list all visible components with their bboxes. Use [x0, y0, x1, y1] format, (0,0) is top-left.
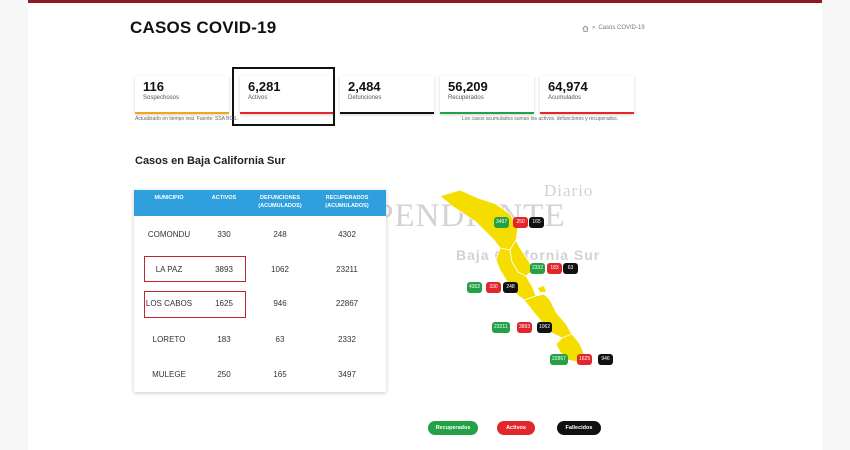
cell-activos: 250: [217, 370, 231, 379]
stat-card-sospechosos: 116 Sospechosos: [135, 76, 229, 114]
cell-recuperados: 23211: [336, 265, 358, 274]
stat-card-acumulados: 64,974 Acumulados: [540, 76, 634, 114]
stat-color-bar: [135, 112, 229, 114]
stat-color-bar: [440, 112, 534, 114]
map-label-activos: 330: [486, 282, 501, 293]
map-label-recuperados: 2332: [530, 263, 546, 274]
col-header-recuperados: RECUPERADOS (ACUMULADOS): [325, 195, 369, 209]
la-paz-highlight-box: [144, 256, 246, 282]
stat-label: Activos: [248, 95, 268, 101]
map-label-fallecidos: 165: [529, 217, 544, 228]
watermark-subtitle: Baja California Sur: [456, 247, 601, 263]
activos-highlight-box: [232, 67, 335, 126]
col-header-activos: ACTIVOS: [211, 195, 237, 201]
stat-card-defunciones: 2,484 Defunciones: [340, 76, 434, 114]
cell-recuperados: 4302: [338, 230, 356, 239]
stat-label: Sospechosos: [143, 95, 180, 101]
map-label-activos: 183: [547, 263, 562, 274]
map-region-la-paz: [523, 293, 573, 339]
cell-municipio: LOS CABOS: [145, 299, 193, 308]
stat-color-bar: [340, 112, 434, 114]
section-title: Casos en Baja California Sur: [135, 155, 286, 167]
update-note: Actualizado en tiempo real. Fuente: SSA …: [135, 116, 238, 122]
map-label-fallecidos: 248: [503, 282, 518, 293]
legend-recuperados: Recuperados: [428, 421, 478, 435]
map-label-recuperados: 23211: [492, 322, 510, 333]
stat-value: 116: [143, 79, 164, 94]
watermark-diario: Diario: [544, 181, 594, 200]
page-header: [28, 0, 822, 40]
cell-municipio: MULEGE: [152, 370, 186, 379]
breadcrumb: » Casos COVID-19: [582, 25, 645, 32]
breadcrumb-separator: »: [592, 25, 596, 31]
home-icon[interactable]: [582, 25, 589, 32]
map-label-fallecidos: 946: [598, 354, 613, 365]
cell-municipio: COMONDU: [147, 230, 191, 239]
map-label-recuperados: 4302: [467, 282, 483, 293]
col-header-defunciones: DEFUNCIONES (ACUMULADOS): [258, 195, 302, 209]
stat-label: Acumulados: [548, 95, 582, 101]
cell-activos: 3893: [215, 265, 233, 274]
cell-defunciones: 1062: [271, 265, 289, 274]
cell-activos: 183: [217, 335, 231, 344]
stat-color-bar: [540, 112, 634, 114]
page-title: CASOS COVID-19: [130, 18, 277, 37]
stat-value: 6,281: [248, 79, 281, 94]
stat-value: 64,974: [548, 79, 588, 94]
breadcrumb-current[interactable]: Casos COVID-19: [598, 25, 645, 31]
cell-defunciones: 165: [273, 370, 287, 379]
stat-color-bar: [240, 112, 334, 114]
cell-defunciones: 946: [273, 299, 287, 308]
stat-label: Defunciones: [348, 95, 382, 101]
map-label-fallecidos: 63: [563, 263, 578, 274]
stat-value: 56,209: [448, 79, 488, 94]
map-label-activos: 3893: [517, 322, 533, 333]
map-label-recuperados: 22867: [550, 354, 568, 365]
cell-recuperados: 2332: [338, 335, 356, 344]
map-label-activos: 250: [513, 217, 528, 228]
cell-activos: 330: [217, 230, 231, 239]
cell-municipio: LA PAZ: [155, 265, 183, 274]
map-label-activos: 1625: [577, 354, 593, 365]
legend-fallecidos: Fallecidos: [557, 421, 601, 435]
cell-municipio: LORETO: [152, 335, 186, 344]
top-accent-bar: [28, 0, 822, 3]
cell-recuperados: 3497: [338, 370, 356, 379]
map-region-islands: [538, 286, 546, 292]
los-cabos-highlight-box: [144, 291, 246, 318]
stat-card-activos: 6,281 Activos: [240, 76, 334, 114]
map-label-fallecidos: 1062: [537, 322, 553, 333]
col-header-municipio: MUNICIPIO: [154, 195, 184, 201]
cell-defunciones: 248: [273, 230, 287, 239]
stat-value: 2,484: [348, 79, 381, 94]
cell-recuperados: 22867: [335, 299, 359, 308]
cell-activos: 1625: [215, 299, 233, 308]
stat-card-recuperados: 56,209 Recuperados: [440, 76, 534, 114]
table-header: MUNICIPIO ACTIVOS DEFUNCIONES (ACUMULADO…: [134, 190, 386, 216]
stat-label: Recuperados: [448, 95, 484, 101]
accumulated-note: Los casos acumulados suman los activos, …: [462, 116, 619, 122]
cell-defunciones: 63: [275, 335, 285, 344]
legend-activos: Activos: [497, 421, 535, 435]
map-label-recuperados: 3497: [494, 217, 510, 228]
bcs-map: 3497 250 165 2332 183 63 4302 330 248 23…: [426, 188, 626, 378]
